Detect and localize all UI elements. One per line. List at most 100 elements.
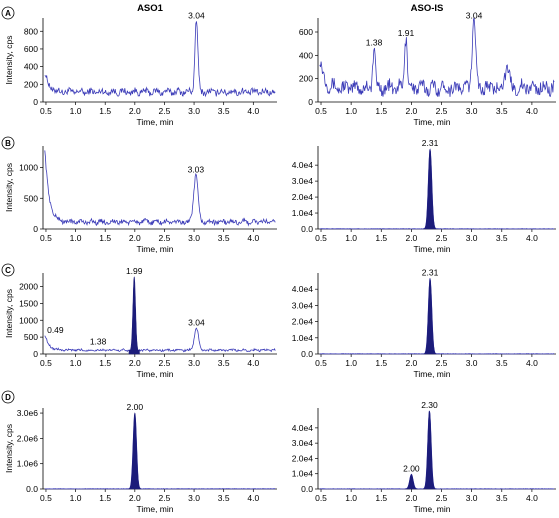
peak-label-b-right: 2.31 xyxy=(422,138,439,148)
x-tick-label-d-right: 0.5 xyxy=(315,493,327,503)
x-tick-label-d-left: 0.5 xyxy=(40,493,52,503)
x-tick-label-d-left: 3.0 xyxy=(188,493,200,503)
trace-line-b-right xyxy=(319,149,555,230)
y-tick-label-a-right: 200 xyxy=(299,74,313,84)
x-tick-label-d-right: 2.0 xyxy=(405,493,417,503)
x-tick-label-a-right: 2.5 xyxy=(436,106,448,116)
y-tick-label-a-left: 600 xyxy=(24,44,38,54)
peak-b-right xyxy=(423,148,437,230)
row-badge-a xyxy=(1,6,15,20)
x-tick-label-a-left: 0.5 xyxy=(40,106,52,116)
x-axis-title-c-left: Time, min xyxy=(137,369,174,379)
x-tick-label-c-left: 2.0 xyxy=(129,358,141,368)
trace-line-b-left xyxy=(44,150,276,227)
x-tick-label-a-right: 0.5 xyxy=(315,106,327,116)
y-tick-label-b-right: 3.0e4 xyxy=(292,176,314,186)
x-tick-label-b-left: 1.0 xyxy=(70,233,82,243)
y-tick-label-a-left: 0 xyxy=(33,97,38,107)
x-tick-label-c-left: 1.5 xyxy=(99,358,111,368)
x-tick-label-a-right: 3.5 xyxy=(496,106,508,116)
peak-label-d-left: 2.00 xyxy=(127,402,144,412)
x-tick-label-a-left: 2.5 xyxy=(159,106,171,116)
x-axis-title-a-left: Time, min xyxy=(137,117,174,127)
y-tick-label-b-right: 1.0e4 xyxy=(292,208,314,218)
x-axis-title-b-left: Time, min xyxy=(137,244,174,254)
trace-line-d-right xyxy=(319,410,555,490)
peak-d-right xyxy=(404,474,419,490)
x-tick-label-c-left: 4.0 xyxy=(247,358,259,368)
x-axis-title-d-left: Time, min xyxy=(137,504,174,514)
x-tick-label-a-right: 3.0 xyxy=(466,106,478,116)
y-tick-label-a-right: 600 xyxy=(299,27,313,37)
trace-line-a-left xyxy=(44,21,276,98)
y-tick-label-d-left: 1.0e6 xyxy=(17,459,39,469)
x-tick-label-a-left: 2.0 xyxy=(129,106,141,116)
peak-d-right xyxy=(422,410,437,490)
x-tick-label-d-right: 4.0 xyxy=(526,493,538,503)
x-tick-label-c-left: 0.5 xyxy=(40,358,52,368)
peak-label-a-right: 3.04 xyxy=(466,11,483,21)
trace-line-d-left xyxy=(44,413,276,490)
peak-label-c-right: 2.31 xyxy=(422,268,439,278)
row-badge-c xyxy=(1,263,15,277)
y-tick-label-c-right: 3.0e4 xyxy=(292,300,314,310)
x-tick-label-c-right: 1.0 xyxy=(345,358,357,368)
x-tick-label-b-left: 1.5 xyxy=(99,233,111,243)
y-tick-label-d-right: 4.0e4 xyxy=(292,423,314,433)
y-tick-label-a-left: 800 xyxy=(24,26,38,36)
x-axis-title-c-right: Time, min xyxy=(414,369,451,379)
x-tick-label-a-left: 4.0 xyxy=(247,106,259,116)
x-tick-label-b-right: 2.5 xyxy=(436,233,448,243)
x-tick-label-d-left: 1.0 xyxy=(70,493,82,503)
y-axis-title-c-left: Intensity, cps xyxy=(4,289,14,338)
x-tick-label-c-right: 1.5 xyxy=(375,358,387,368)
peak-label-a-right: 1.38 xyxy=(366,37,383,47)
x-tick-label-c-right: 2.5 xyxy=(436,358,448,368)
y-tick-label-d-left: 3.0e6 xyxy=(17,408,39,418)
trace-line-c-right xyxy=(319,277,555,355)
x-tick-label-b-right: 2.0 xyxy=(405,233,417,243)
x-tick-label-d-left: 2.5 xyxy=(159,493,171,503)
y-tick-label-c-left: 1000 xyxy=(19,315,38,325)
x-tick-label-b-left: 2.0 xyxy=(129,233,141,243)
y-axis-title-a-left: Intensity, cps xyxy=(4,36,14,85)
x-tick-label-c-right: 3.0 xyxy=(466,358,478,368)
y-axis-title-d-left: Intensity, cps xyxy=(4,424,14,473)
x-axis-title-a-right: Time, min xyxy=(414,117,451,127)
x-tick-label-b-right: 3.0 xyxy=(466,233,478,243)
y-tick-label-b-left: 0 xyxy=(33,224,38,234)
peak-label-c-left: 1.38 xyxy=(90,337,107,347)
peak-label-d-right: 2.30 xyxy=(421,400,438,410)
x-tick-label-b-right: 3.5 xyxy=(496,233,508,243)
x-tick-label-d-right: 3.5 xyxy=(496,493,508,503)
peak-label-c-left: 1.99 xyxy=(126,266,143,276)
x-axis-title-b-right: Time, min xyxy=(414,244,451,254)
peak-label-d-right: 2.00 xyxy=(403,463,420,473)
x-tick-label-d-right: 2.5 xyxy=(436,493,448,503)
peak-c-right xyxy=(423,278,437,355)
x-tick-label-a-right: 4.0 xyxy=(526,106,538,116)
row-badge-label-b: B xyxy=(5,139,11,148)
y-axis-title-b-left: Intensity, cps xyxy=(4,163,14,212)
y-tick-label-b-right: 4.0e4 xyxy=(292,160,314,170)
x-tick-label-d-right: 1.0 xyxy=(345,493,357,503)
trace-line-c-left xyxy=(44,327,276,353)
x-tick-label-b-right: 1.5 xyxy=(375,233,387,243)
y-tick-label-c-left: 1500 xyxy=(19,298,38,308)
y-tick-label-c-right: 4.0e4 xyxy=(292,284,314,294)
row-badge-b xyxy=(1,136,15,150)
y-tick-label-b-left: 500 xyxy=(24,193,38,203)
column-title-aso-is: ASO-IS xyxy=(411,3,444,14)
y-tick-label-a-left: 400 xyxy=(24,62,38,72)
y-tick-label-c-left: 0 xyxy=(33,349,38,359)
peak-d-left xyxy=(128,412,142,490)
x-tick-label-a-left: 3.5 xyxy=(218,106,230,116)
x-tick-label-b-left: 4.0 xyxy=(247,233,259,243)
x-tick-label-b-right: 0.5 xyxy=(315,233,327,243)
x-tick-label-b-left: 2.5 xyxy=(159,233,171,243)
x-tick-label-a-right: 2.0 xyxy=(405,106,417,116)
x-tick-label-a-left: 1.5 xyxy=(99,106,111,116)
y-tick-label-d-right: 1.0e4 xyxy=(292,469,314,479)
y-tick-label-c-right: 0.0 xyxy=(301,349,313,359)
